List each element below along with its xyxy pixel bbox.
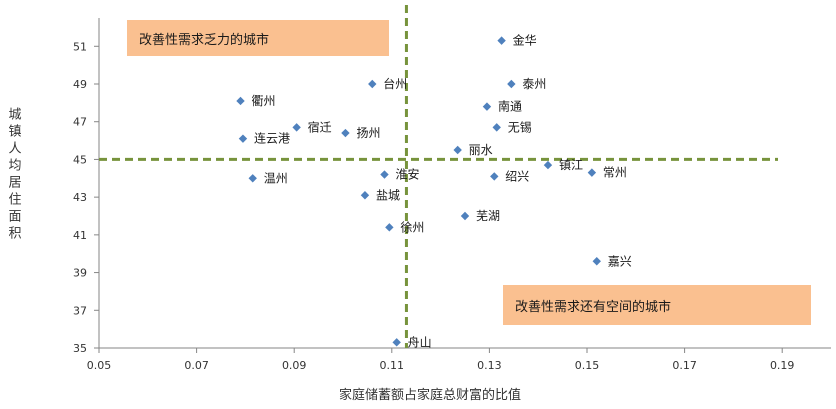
x-tick-label: 0.13 — [477, 359, 502, 372]
point-marker — [492, 123, 501, 132]
point-marker — [497, 36, 506, 45]
point-label: 嘉兴 — [608, 254, 632, 268]
point-marker — [507, 79, 516, 89]
point-marker — [380, 170, 389, 179]
x-tick-label: 0.09 — [282, 359, 307, 372]
point-label: 台州 — [383, 76, 407, 91]
y-tick-label: 39 — [73, 267, 87, 280]
point-marker — [453, 145, 462, 155]
point-marker — [392, 338, 401, 347]
y-tick-label: 49 — [73, 78, 87, 91]
point-label: 温州 — [264, 171, 288, 185]
point-marker — [460, 211, 470, 221]
point-label: 金华 — [513, 33, 537, 48]
point-label: 无锡 — [508, 119, 532, 134]
divider-lines — [99, 5, 778, 348]
y-ticks: 35 37 39 41 43 45 47 49 51 — [73, 40, 99, 355]
point-label: 南通 — [498, 99, 522, 114]
point-marker — [368, 79, 377, 89]
y-tick-label: 43 — [73, 191, 87, 204]
y-tick-label: 51 — [73, 40, 87, 53]
point-marker — [236, 96, 245, 106]
point-marker — [587, 168, 597, 177]
point-label: 绍兴 — [505, 169, 529, 183]
point-label: 徐州 — [400, 219, 424, 234]
y-tick-label: 45 — [73, 153, 87, 166]
annotation-demand-room: 改善性需求还有空间的城市 — [503, 285, 811, 325]
point-label: 盐城 — [376, 188, 400, 202]
point-label: 扬州 — [356, 125, 380, 140]
x-axis-label: 家庭储蓄额占家庭总财富的比值 — [338, 388, 521, 403]
point-marker — [543, 160, 553, 170]
point-label: 舟山 — [408, 335, 432, 349]
point-marker — [292, 123, 301, 132]
y-tick-label: 47 — [73, 116, 87, 129]
point-label: 常州 — [603, 166, 627, 180]
y-axis-label: 城镇人均居住面积 — [5, 107, 21, 243]
point-marker — [490, 172, 499, 181]
x-tick-label: 0.15 — [575, 359, 600, 372]
annotation-weak-demand: 改善性需求乏力的城市 — [127, 20, 389, 56]
point-marker — [592, 257, 601, 266]
point-marker — [238, 134, 248, 143]
point-label: 衢州 — [252, 94, 276, 108]
y-tick-label: 41 — [73, 229, 87, 242]
x-tick-label: 0.11 — [380, 359, 405, 372]
point-label: 泰州 — [522, 77, 546, 91]
x-tick-label: 0.05 — [87, 359, 112, 372]
x-ticks: 0.05 0.07 0.09 0.11 0.13 0.15 0.17 0.19 — [87, 348, 795, 372]
y-axis-label-wrap: 城镇人均居住面积 — [2, 100, 24, 250]
x-tick-label: 0.07 — [184, 359, 209, 372]
x-tick-label: 0.17 — [672, 359, 697, 372]
point-marker — [341, 128, 350, 138]
x-tick-label: 0.19 — [770, 359, 795, 372]
point-label: 连云港 — [254, 131, 290, 146]
point-marker — [385, 223, 394, 232]
point-label: 镇江 — [559, 158, 583, 172]
point-marker — [248, 174, 257, 183]
point-marker — [482, 102, 492, 111]
y-tick-label: 37 — [73, 304, 87, 317]
point-label: 芜湖 — [476, 208, 500, 223]
point-label: 淮安 — [395, 167, 419, 182]
y-tick-label: 35 — [73, 342, 87, 355]
point-marker — [360, 191, 370, 200]
point-label: 宿迁 — [308, 119, 332, 134]
point-label: 丽水 — [469, 143, 493, 157]
